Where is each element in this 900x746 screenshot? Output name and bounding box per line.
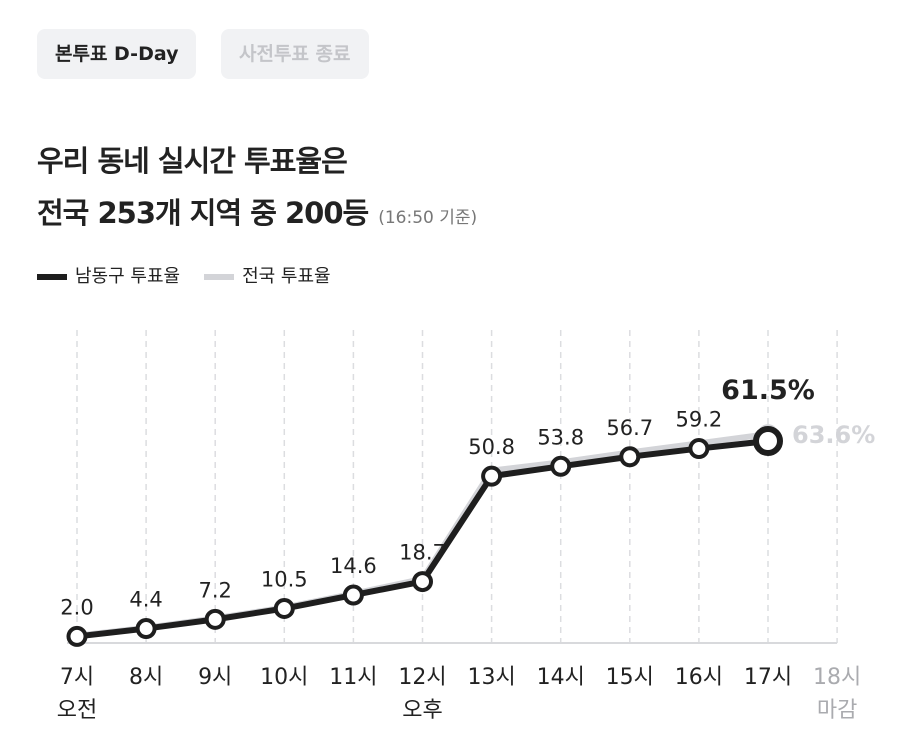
value-label: 10.5 [261,568,308,592]
x-sublabel: 오전 [57,698,97,723]
legend-item: 남동구 투표율 [37,262,180,288]
value-label: 56.7 [606,416,653,440]
data-point [342,584,364,606]
time-note: (16:50 기준) [378,208,478,228]
data-point [619,446,641,468]
x-tick-label: 7시 [60,665,94,690]
x-tick-label: 18시 [813,665,861,690]
legend: 남동구 투표율 전국 투표율 [37,262,331,288]
legend-swatch [204,274,235,280]
value-label: 14.6 [330,554,377,578]
x-tick-label: 12시 [398,665,446,690]
value-label: 53.8 [537,425,584,449]
data-point [688,438,710,460]
tab-election-day[interactable]: 본투표 D-Day [37,29,197,79]
x-tick-label: 8시 [129,665,163,690]
title-line-2: 전국 253개 지역 중 200등 (16:50 기준) [37,190,477,232]
value-label: 59.2 [676,408,723,432]
x-tick-label: 17시 [744,665,792,690]
legend-label: 전국 투표율 [242,266,331,287]
data-point [66,625,88,647]
x-tick-label: 9시 [198,665,232,690]
x-tick-label: 11시 [329,665,377,690]
data-point [412,571,433,593]
data-point [273,598,295,620]
value-label: 2.0 [60,595,93,619]
title-line: 우리 동네 실시간 투표율은 [37,144,348,178]
legend-swatch [37,274,67,280]
x-sublabel: 오후 [402,698,442,723]
x-tick-label: 16시 [675,665,723,690]
data-point [753,426,783,456]
title-text: 전국 253개 지역 중 200등 [37,196,369,230]
data-point [135,618,157,640]
value-label: 50.8 [468,435,515,459]
data-point [204,608,226,630]
legend-label: 남동구 투표율 [75,266,181,287]
value-label: 18.7 [399,541,446,565]
x-tick-label: 14시 [537,665,585,690]
current-value-label: 61.5% [721,375,815,406]
tab-early-vote[interactable]: 사전투표 종료 [221,29,369,79]
data-point [550,455,572,477]
data-point [481,465,503,487]
x-tick-label: 15시 [606,665,654,690]
value-label: 4.4 [129,588,162,612]
value-label: 7.2 [198,578,231,602]
x-sublabel: 마감 [817,698,857,723]
legend-item: 전국 투표율 [204,262,331,288]
national-value-label: 63.6% [792,421,875,449]
x-tick-label: 13시 [467,665,515,690]
x-tick-label: 10시 [260,665,308,690]
